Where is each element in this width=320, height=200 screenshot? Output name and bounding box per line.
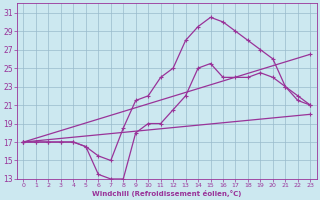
X-axis label: Windchill (Refroidissement éolien,°C): Windchill (Refroidissement éolien,°C): [92, 190, 242, 197]
